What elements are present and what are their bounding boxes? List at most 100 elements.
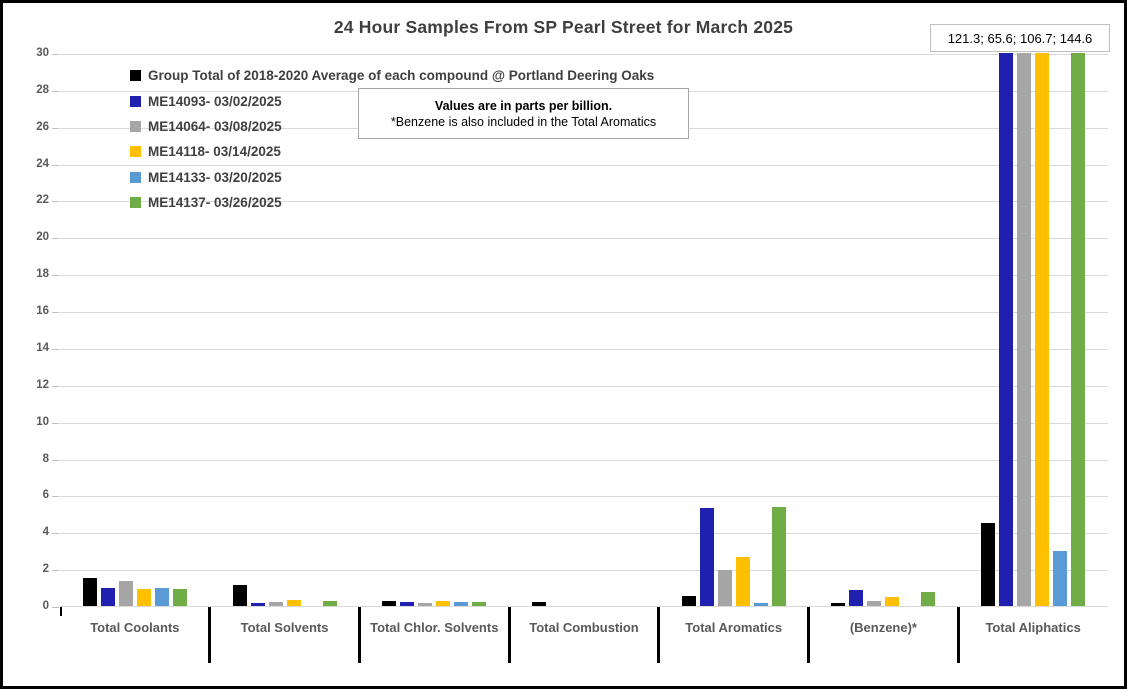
bar <box>118 581 133 606</box>
y-tick <box>52 422 59 424</box>
bar <box>885 596 900 606</box>
legend-item: ME14137- 03/26/2025 <box>130 190 654 215</box>
y-axis-label: 20 <box>36 231 49 244</box>
bar <box>82 578 97 606</box>
category-divider <box>507 607 511 663</box>
legend-label: ME14133- 03/20/2025 <box>148 169 282 185</box>
bar <box>699 508 714 606</box>
category-divider <box>807 607 811 663</box>
y-tick <box>52 164 59 166</box>
y-tick <box>52 238 59 240</box>
bar <box>717 570 732 606</box>
note-line-1: Values are in parts per billion. <box>434 98 613 113</box>
legend-swatch-icon <box>130 95 141 107</box>
y-axis-label: 18 <box>36 268 49 281</box>
legend-label: ME14118- 03/14/2025 <box>148 144 281 160</box>
legend-swatch-icon <box>130 70 141 82</box>
y-tick <box>52 348 59 350</box>
bar <box>268 602 283 606</box>
x-axis-category-label: Total Solvents <box>240 620 329 635</box>
bar <box>831 603 846 606</box>
y-axis-label: 0 <box>42 600 49 612</box>
bar <box>472 602 487 606</box>
legend: Group Total of 2018-2020 Average of each… <box>130 63 654 215</box>
y-axis-label: 14 <box>36 341 49 354</box>
y-tick <box>52 90 59 92</box>
gridline <box>60 385 1108 387</box>
chart-title: 24 Hour Samples From SP Pearl Street for… <box>333 17 794 37</box>
bar <box>286 599 301 606</box>
gridline <box>60 459 1108 461</box>
bar-group <box>958 53 1108 606</box>
bar <box>531 602 546 606</box>
y-tick <box>52 607 59 608</box>
y-axis-label: 30 <box>36 47 49 59</box>
gridline <box>60 570 1108 572</box>
legend-swatch-icon <box>130 146 141 158</box>
bar <box>454 602 469 606</box>
gridline <box>60 348 1108 350</box>
legend-swatch-icon <box>130 171 141 183</box>
y-axis-label: 26 <box>36 120 49 133</box>
bar <box>735 557 750 606</box>
gridline <box>60 238 1108 240</box>
bar <box>100 587 115 606</box>
y-axis-label: 2 <box>42 563 49 576</box>
bar <box>250 603 265 606</box>
gridline <box>60 275 1108 277</box>
legend-swatch-icon <box>130 197 141 209</box>
bar <box>136 588 151 606</box>
bar <box>681 595 696 606</box>
legend-label: ME14093- 03/02/2025 <box>148 93 282 109</box>
legend-label: Group Total of 2018-2020 Average of each… <box>148 68 655 84</box>
gridline <box>60 164 1108 166</box>
bar <box>232 584 247 606</box>
legend-item: ME14093- 03/02/2025 <box>130 88 654 113</box>
bar <box>1017 53 1032 606</box>
x-axis-category-label: Total Chlor. Solvents <box>370 620 499 635</box>
bar-group <box>809 54 959 606</box>
bar <box>1035 53 1050 606</box>
bar-group <box>210 54 360 606</box>
y-tick <box>52 570 59 572</box>
category-divider <box>657 607 661 663</box>
origin-tick <box>60 607 62 616</box>
y-tick <box>52 275 59 277</box>
gridline <box>60 201 1108 203</box>
bar <box>154 587 169 606</box>
x-axis-category-label: Total Aliphatics <box>985 620 1081 635</box>
bar <box>981 523 996 606</box>
y-tick <box>52 312 59 314</box>
bar <box>849 590 864 606</box>
bar <box>418 603 433 606</box>
bar <box>382 600 397 606</box>
offscale-values-text: 121.3; 65.6; 106.7; 144.6 <box>947 30 1093 46</box>
legend-label: ME14064- 03/08/2025 <box>148 118 282 134</box>
x-axis-category-label: (Benzene)* <box>849 620 917 635</box>
legend-item: Group Total of 2018-2020 Average of each… <box>130 63 654 88</box>
y-tick <box>52 385 59 387</box>
y-tick <box>52 459 59 461</box>
bar-group <box>359 54 509 606</box>
legend-item: ME14118- 03/14/2025 <box>130 139 654 164</box>
gridline <box>60 496 1108 498</box>
y-axis-label: 4 <box>42 526 49 539</box>
y-tick <box>52 533 59 535</box>
offscale-values-box: 121.3; 65.6; 106.7; 144.6 <box>930 24 1110 52</box>
bar <box>999 53 1014 606</box>
bar <box>322 601 337 606</box>
y-tick <box>52 54 59 55</box>
gridline <box>60 312 1108 314</box>
y-axis-label: 28 <box>36 83 49 96</box>
y-axis-label: 22 <box>36 194 49 207</box>
x-axis-category-label: Total Combustion <box>529 620 639 635</box>
legend-item: ME14133- 03/20/2025 <box>130 165 654 190</box>
legend-swatch-icon <box>130 120 141 132</box>
bar <box>172 588 187 606</box>
y-axis-label: 6 <box>42 489 49 502</box>
bar-group <box>509 54 659 606</box>
bar <box>867 600 882 606</box>
gridline <box>60 422 1108 424</box>
bar-group <box>659 54 809 606</box>
